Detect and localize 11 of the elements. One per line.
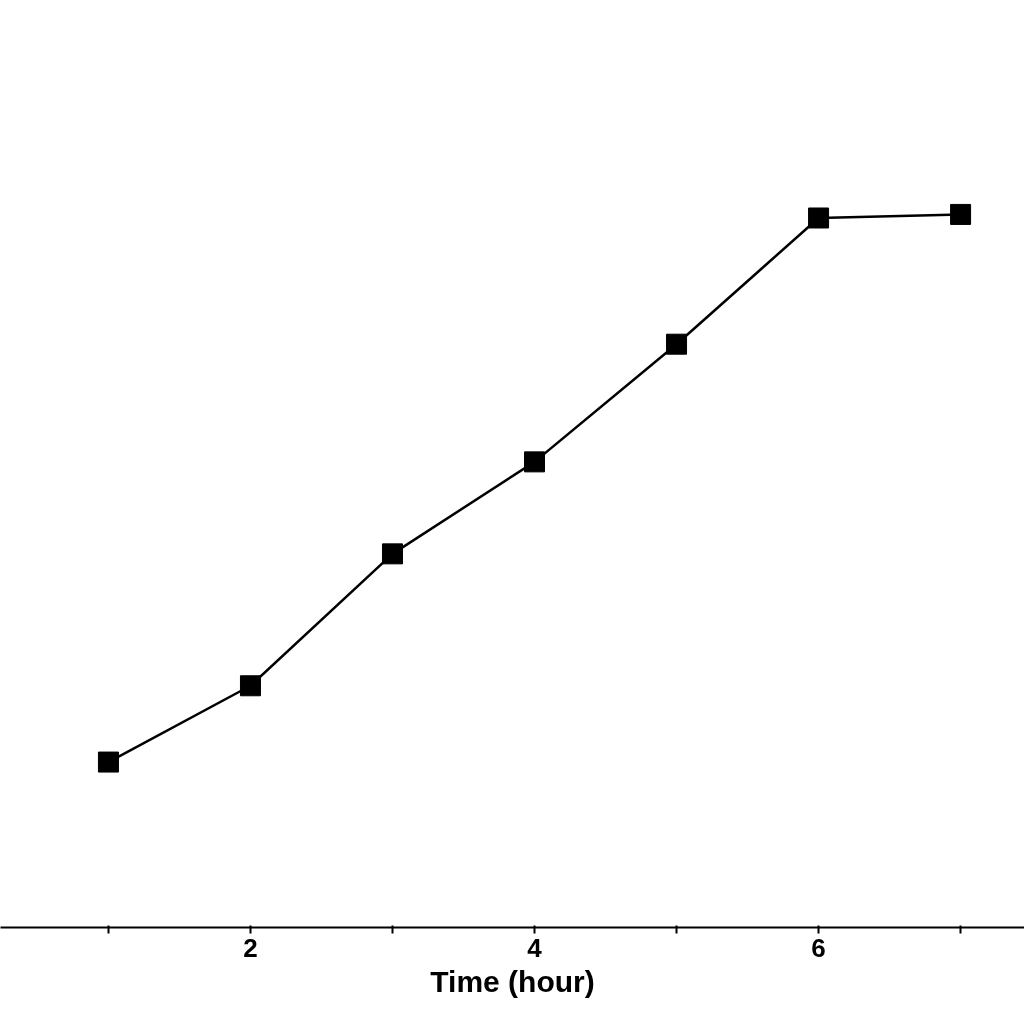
x-axis-title: Time (hour) <box>430 964 595 998</box>
x-tick-label: 4 <box>527 932 543 963</box>
point <box>239 675 261 697</box>
x-tick-label: 2 <box>243 932 258 963</box>
point <box>524 451 546 473</box>
point <box>950 203 972 225</box>
point <box>97 751 119 773</box>
x-tick-label: 6 <box>811 932 826 963</box>
point <box>808 207 830 229</box>
point <box>381 543 403 565</box>
point <box>666 333 688 355</box>
